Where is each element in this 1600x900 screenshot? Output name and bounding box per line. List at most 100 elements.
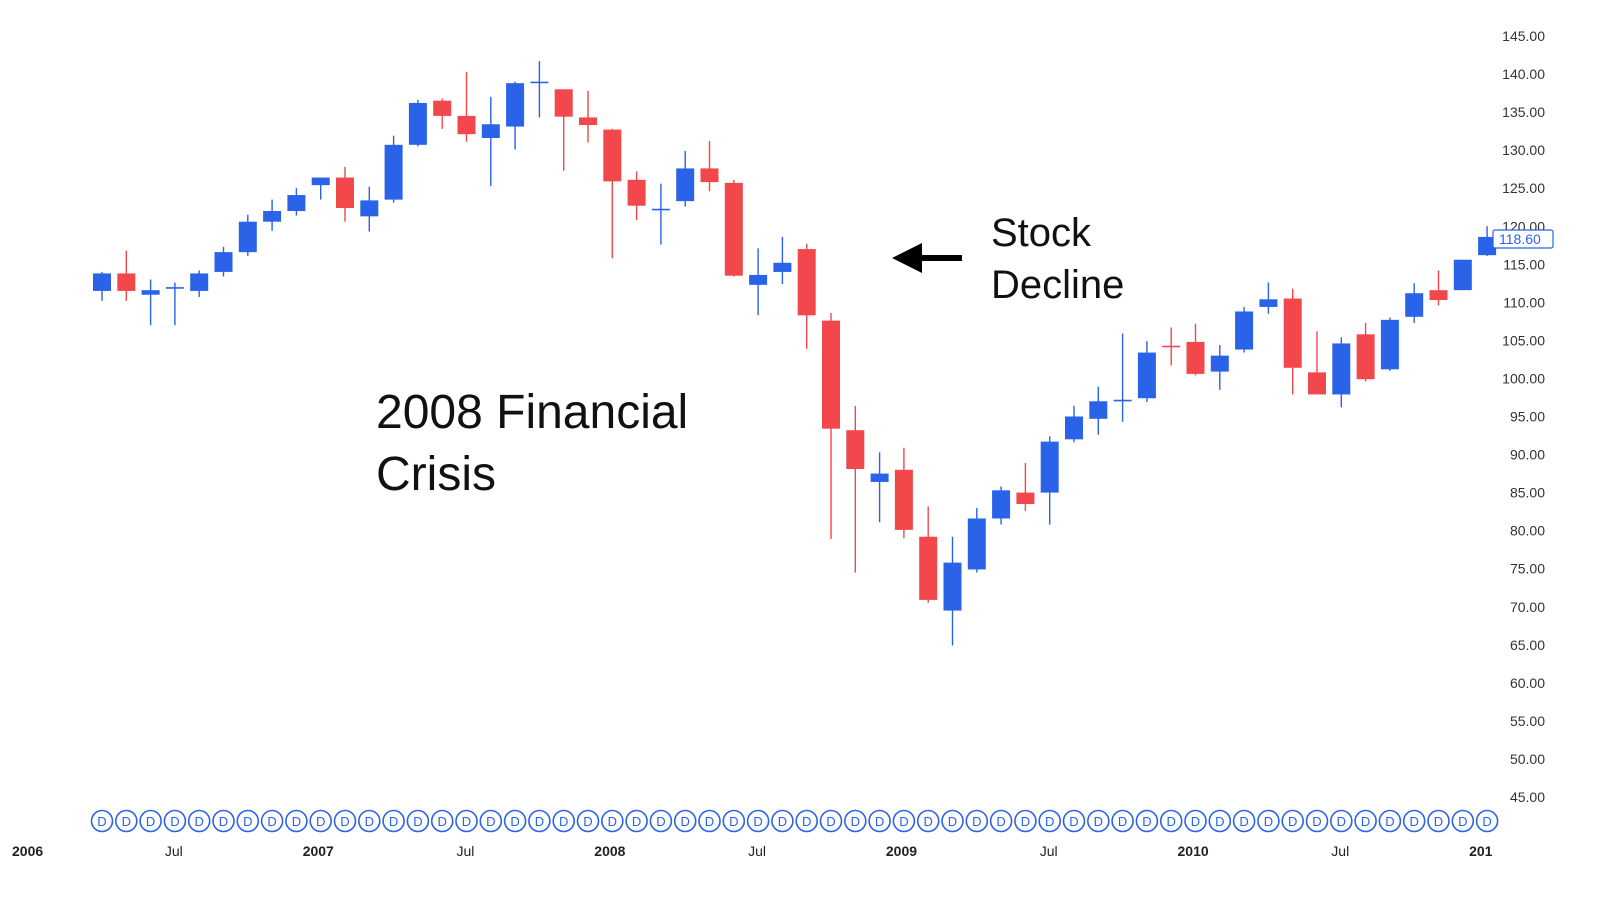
y-tick-label: 135.00 <box>1502 104 1545 120</box>
dividend-marker[interactable]: D <box>357 809 381 833</box>
dividend-marker[interactable]: D <box>771 809 794 833</box>
dividend-marker[interactable]: D <box>260 809 284 833</box>
dividend-marker[interactable]: D <box>1305 809 1329 833</box>
dividend-marker[interactable]: D <box>843 809 867 833</box>
candle <box>311 177 330 200</box>
dividend-marker[interactable]: D <box>1014 809 1037 833</box>
dividend-marker[interactable]: D <box>479 809 503 833</box>
dividend-marker-label: D <box>1288 814 1297 829</box>
dividend-marker[interactable]: D <box>430 809 454 833</box>
x-tick-label: 2006 <box>12 843 43 859</box>
dividend-marker[interactable]: D <box>673 809 697 833</box>
candle-body <box>1137 352 1156 399</box>
dividend-marker[interactable]: D <box>625 809 648 833</box>
dividend-marker-label: D <box>1167 814 1176 829</box>
candle <box>360 186 379 232</box>
candle-body <box>749 274 768 285</box>
x-tick-label: Jul <box>1331 843 1349 859</box>
dividend-marker[interactable]: D <box>1427 809 1450 833</box>
dividend-marker[interactable]: D <box>916 809 940 833</box>
dividend-marker[interactable]: D <box>941 809 964 833</box>
candle-body <box>1478 236 1497 256</box>
dividend-marker[interactable]: D <box>285 809 308 833</box>
dividend-marker-label: D <box>729 814 738 829</box>
dividend-marker-circle <box>1305 809 1329 833</box>
dividend-marker[interactable]: D <box>1402 809 1426 833</box>
dividend-marker[interactable]: D <box>1038 809 1061 833</box>
x-tick-label: 201 <box>1469 843 1493 859</box>
dividend-marker[interactable]: D <box>1378 809 1402 833</box>
candle <box>93 271 111 301</box>
dividend-marker[interactable]: D <box>1475 809 1499 833</box>
dividend-marker-label: D <box>1142 814 1151 829</box>
dividend-marker[interactable]: D <box>1135 809 1159 833</box>
dividend-marker-circle <box>285 809 308 833</box>
dividend-marker[interactable]: D <box>722 809 746 833</box>
candle <box>967 507 986 573</box>
financial-crisis-line-2: Crisis <box>376 448 496 501</box>
dividend-marker-label: D <box>122 814 131 829</box>
dividend-marker[interactable]: D <box>819 809 843 833</box>
dividend-marker-circle <box>1208 809 1232 833</box>
dividend-marker[interactable]: D <box>1451 809 1475 833</box>
dividend-marker-circle <box>1135 809 1159 833</box>
dividend-marker[interactable]: D <box>795 809 819 833</box>
candle <box>773 236 792 285</box>
dividend-marker[interactable]: D <box>1087 809 1110 833</box>
dividend-marker[interactable]: D <box>90 809 114 833</box>
y-tick-label: 95.00 <box>1510 409 1545 425</box>
dividend-marker[interactable]: D <box>1184 809 1207 833</box>
candle-body <box>1429 290 1448 301</box>
dividend-marker[interactable]: D <box>115 809 138 833</box>
dividend-marker[interactable]: D <box>1330 809 1353 833</box>
dividend-marker[interactable]: D <box>649 809 673 833</box>
dividend-marker[interactable]: D <box>1159 809 1183 833</box>
dividend-marker[interactable]: D <box>1281 809 1304 833</box>
dividend-marker[interactable]: D <box>187 809 211 833</box>
dividend-marker-label: D <box>1337 814 1346 829</box>
dividend-marker[interactable]: D <box>1232 809 1256 833</box>
candle <box>1308 331 1326 395</box>
dividend-marker-circle <box>260 809 284 833</box>
dividend-marker[interactable]: D <box>1257 809 1280 833</box>
candle <box>870 452 889 523</box>
candle <box>408 99 427 147</box>
dividend-marker-circle <box>1159 809 1183 833</box>
y-tick-label: 145.00 <box>1502 28 1545 44</box>
dividend-marker[interactable]: D <box>382 809 405 833</box>
dividend-marker[interactable]: D <box>212 809 235 833</box>
dividend-marker[interactable]: D <box>1062 809 1086 833</box>
dividend-marker[interactable]: D <box>1354 809 1377 833</box>
dividend-marker[interactable]: D <box>868 809 891 833</box>
dividend-marker[interactable]: D <box>503 809 527 833</box>
dividend-marker[interactable]: D <box>892 809 916 833</box>
dividend-marker[interactable]: D <box>965 809 989 833</box>
y-tick-label: 115.00 <box>1503 256 1545 272</box>
y-tick-label: 65.00 <box>1510 637 1545 653</box>
dividend-marker[interactable]: D <box>746 809 770 833</box>
candle <box>603 128 622 259</box>
dividend-marker-circle <box>1475 809 1499 833</box>
dividend-marker[interactable]: D <box>139 809 162 833</box>
candle-body <box>700 168 719 183</box>
candle-body <box>214 252 233 272</box>
candle-body <box>651 208 670 211</box>
dividend-marker-circle <box>1330 809 1353 833</box>
dividend-marker[interactable]: D <box>455 809 478 833</box>
candle <box>797 243 816 349</box>
dividend-marker[interactable]: D <box>309 809 333 833</box>
dividend-marker[interactable]: D <box>163 809 187 833</box>
dividend-marker[interactable]: D <box>406 809 430 833</box>
dividend-marker[interactable]: D <box>989 809 1013 833</box>
dividend-marker[interactable]: D <box>1208 809 1232 833</box>
candle-body <box>408 102 427 145</box>
dividend-marker[interactable]: D <box>333 809 357 833</box>
dividend-marker[interactable]: D <box>600 809 624 833</box>
dividend-marker[interactable]: D <box>552 809 576 833</box>
dividend-marker[interactable]: D <box>698 809 721 833</box>
dividend-marker[interactable]: D <box>236 809 260 833</box>
dividend-marker[interactable]: D <box>1111 809 1134 833</box>
dividend-marker[interactable]: D <box>528 809 551 833</box>
candle <box>1235 306 1254 353</box>
dividend-marker[interactable]: D <box>576 809 600 833</box>
